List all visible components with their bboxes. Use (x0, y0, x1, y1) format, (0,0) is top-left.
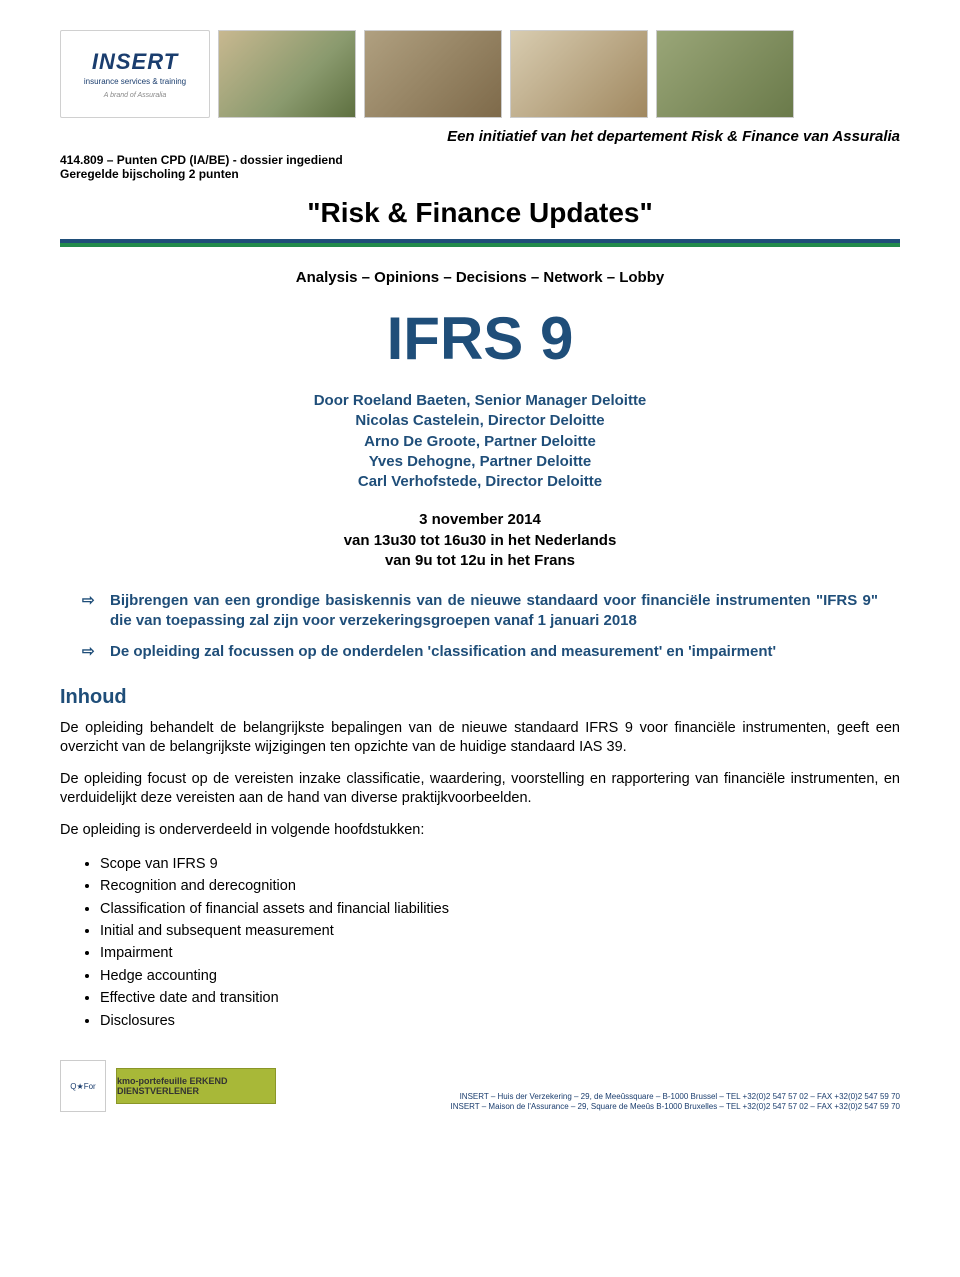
footer-address: INSERT – Huis der Verzekering – 29, de M… (450, 1092, 900, 1112)
logo-brand: A brand of Assuralia (104, 92, 167, 99)
paragraph-1: De opleiding behandelt de belangrijkste … (60, 719, 900, 758)
speaker-line: Arno De Groote, Partner Deloitte (60, 432, 900, 452)
big-title: IFRS 9 (60, 304, 900, 373)
speaker-line: Carl Verhofstede, Director Deloitte (60, 472, 900, 492)
chapter-item: Hedge accounting (100, 965, 900, 987)
arrow-bullet-item: De opleiding zal focussen op de onderdel… (82, 642, 878, 662)
paragraph-2: De opleiding focust op de vereisten inza… (60, 770, 900, 809)
qfor-badge: Q★For (60, 1060, 106, 1112)
subtitle: Analysis – Opinions – Decisions – Networ… (60, 269, 900, 286)
chapter-item: Classification of financial assets and f… (100, 898, 900, 920)
date-block: 3 november 2014 van 13u30 tot 16u30 in h… (60, 510, 900, 571)
bijscholing-line: Geregelde bijscholing 2 punten (60, 167, 900, 181)
event-time-fr: van 9u tot 12u in het Frans (60, 551, 900, 571)
header-photo-4 (656, 30, 794, 118)
page-footer: Q★For kmo-portefeuille ERKEND DIENSTVERL… (60, 1060, 900, 1112)
logo-insert: INSERT insurance services & training A b… (60, 30, 210, 118)
chapter-item: Scope van IFRS 9 (100, 853, 900, 875)
speaker-line: Door Roeland Baeten, Senior Manager Delo… (60, 391, 900, 411)
title-divider (60, 239, 900, 247)
chapter-item: Impairment (100, 942, 900, 964)
footer-addr-1: INSERT – Huis der Verzekering – 29, de M… (450, 1092, 900, 1102)
paragraph-3: De opleiding is onderverdeeld in volgend… (60, 821, 900, 841)
logo-subtext: insurance services & training (84, 77, 186, 86)
speaker-line: Nicolas Castelein, Director Deloitte (60, 411, 900, 431)
header-photo-2 (364, 30, 502, 118)
event-time-nl: van 13u30 tot 16u30 in het Nederlands (60, 531, 900, 551)
chapter-item: Initial and subsequent measurement (100, 920, 900, 942)
event-date: 3 november 2014 (60, 510, 900, 530)
kmo-badge: kmo-portefeuille ERKEND DIENSTVERLENER (116, 1068, 276, 1104)
section-heading: Inhoud (60, 686, 900, 709)
cpd-line: 414.809 – Punten CPD (IA/BE) - dossier i… (60, 153, 900, 167)
footer-badges: Q★For kmo-portefeuille ERKEND DIENSTVERL… (60, 1060, 276, 1112)
header-photo-3 (510, 30, 648, 118)
footer-addr-2: INSERT – Maison de l'Assurance – 29, Squ… (450, 1102, 900, 1112)
arrow-bullet-item: Bijbrengen van een grondige basiskennis … (82, 591, 878, 632)
header-banner: INSERT insurance services & training A b… (60, 30, 900, 118)
chapter-item: Recognition and derecognition (100, 875, 900, 897)
chapter-item: Disclosures (100, 1010, 900, 1032)
logo-text: INSERT (92, 49, 178, 75)
chapter-list: Scope van IFRS 9Recognition and derecogn… (60, 853, 900, 1033)
speaker-line: Yves Dehogne, Partner Deloitte (60, 452, 900, 472)
initiative-line: Een initiatief van het departement Risk … (60, 128, 900, 145)
arrow-bullets: Bijbrengen van een grondige basiskennis … (60, 591, 900, 662)
chapter-item: Effective date and transition (100, 987, 900, 1009)
header-photo-1 (218, 30, 356, 118)
speakers-block: Door Roeland Baeten, Senior Manager Delo… (60, 391, 900, 492)
page-title: "Risk & Finance Updates" (60, 197, 900, 229)
